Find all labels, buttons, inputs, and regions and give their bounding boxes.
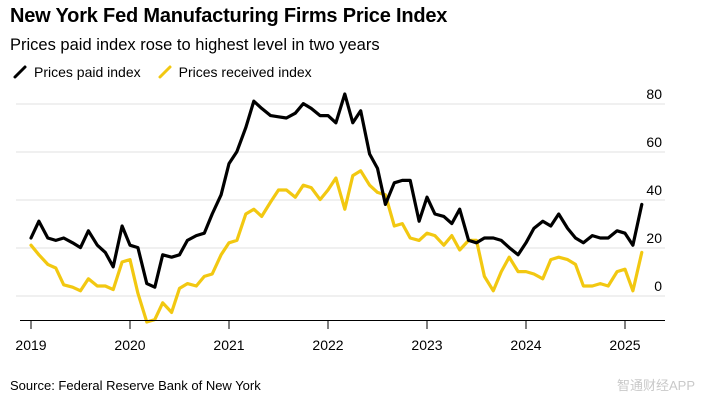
chart-subtitle: Prices paid index rose to highest level … bbox=[10, 36, 380, 54]
y-tick-label-40: 40 bbox=[646, 182, 662, 198]
x-tick-label-2024: 2024 bbox=[510, 337, 541, 353]
y-tick-label-20: 20 bbox=[646, 230, 662, 246]
series-lines bbox=[29, 92, 644, 324]
y-tick-label-60: 60 bbox=[646, 134, 662, 150]
y-tick-label-80: 80 bbox=[646, 86, 662, 102]
x-tick-label-2019: 2019 bbox=[15, 337, 46, 353]
y-axis-tick-labels: 80 60 40 20 0 bbox=[646, 86, 662, 294]
y-tick-label-0: 0 bbox=[654, 278, 662, 294]
series-line-prices-received bbox=[29, 169, 644, 324]
x-tick-label-2025: 2025 bbox=[609, 337, 640, 353]
legend-label-prices-received: Prices received index bbox=[178, 64, 312, 80]
legend-swatch-prices-paid bbox=[13, 65, 27, 79]
grid-lines bbox=[16, 103, 665, 297]
x-axis: 2019 2020 2021 2022 2023 2024 2025 bbox=[15, 320, 665, 353]
legend-item-prices-received: Prices received index bbox=[157, 64, 312, 80]
x-tick-label-2022: 2022 bbox=[312, 337, 343, 353]
x-tick-label-2020: 2020 bbox=[114, 337, 145, 353]
source-note: Source: Federal Reserve Bank of New York bbox=[10, 378, 261, 393]
series-line-prices-paid bbox=[29, 92, 644, 289]
x-tick-label-2021: 2021 bbox=[213, 337, 244, 353]
legend-item-prices-paid: Prices paid index bbox=[12, 64, 141, 80]
x-tick-label-2023: 2023 bbox=[411, 337, 442, 353]
legend: Prices paid index Prices received index bbox=[12, 64, 328, 80]
chart-title: New York Fed Manufacturing Firms Price I… bbox=[10, 5, 448, 27]
legend-swatch-prices-received bbox=[158, 65, 172, 79]
watermark: 智通财经APP bbox=[616, 378, 695, 393]
legend-label-prices-paid: Prices paid index bbox=[34, 64, 141, 80]
